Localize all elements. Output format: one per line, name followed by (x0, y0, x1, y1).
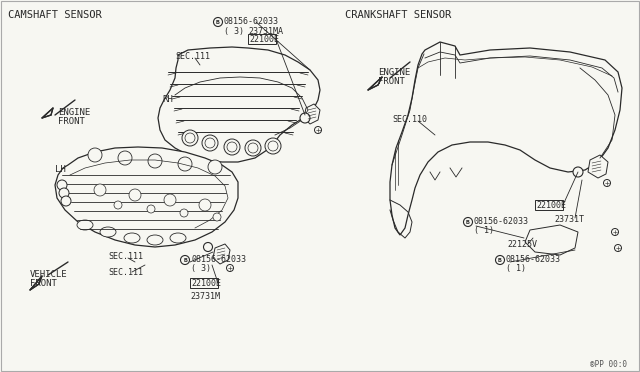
Circle shape (204, 243, 212, 251)
Circle shape (57, 180, 67, 190)
Circle shape (59, 188, 69, 198)
Circle shape (148, 154, 162, 168)
Circle shape (265, 138, 281, 154)
Text: 22125V: 22125V (507, 240, 537, 249)
Text: B: B (466, 220, 470, 225)
Circle shape (248, 143, 258, 153)
Ellipse shape (100, 227, 116, 237)
Circle shape (463, 218, 472, 227)
Circle shape (114, 201, 122, 209)
Circle shape (268, 141, 278, 151)
Circle shape (227, 264, 234, 272)
Text: 23731T: 23731T (554, 215, 584, 224)
Text: 08156-62033: 08156-62033 (191, 255, 246, 264)
Text: LH: LH (55, 165, 66, 174)
Polygon shape (213, 244, 230, 264)
Text: FRONT: FRONT (58, 117, 85, 126)
Text: B: B (183, 258, 187, 263)
Circle shape (180, 209, 188, 217)
Circle shape (61, 196, 71, 206)
Polygon shape (30, 276, 42, 290)
Polygon shape (368, 77, 382, 90)
Circle shape (604, 180, 611, 186)
Text: ( 1): ( 1) (506, 264, 526, 273)
Circle shape (224, 139, 240, 155)
Text: ENGINE: ENGINE (378, 68, 410, 77)
Text: 08156-62033: 08156-62033 (506, 255, 561, 264)
Circle shape (164, 194, 176, 206)
Circle shape (611, 228, 618, 235)
Text: 23731MA: 23731MA (248, 27, 283, 36)
Circle shape (129, 189, 141, 201)
Text: ( 1): ( 1) (474, 226, 494, 235)
Bar (248, 34, 276, 44)
Ellipse shape (124, 233, 140, 243)
Text: 22100E: 22100E (536, 201, 566, 210)
Circle shape (573, 167, 583, 177)
Text: SEC.111: SEC.111 (175, 52, 210, 61)
Bar (190, 278, 218, 288)
Polygon shape (588, 155, 608, 178)
Text: ( 3): ( 3) (191, 264, 211, 273)
Circle shape (118, 151, 132, 165)
Text: ®PP 00:0: ®PP 00:0 (590, 360, 627, 369)
Circle shape (205, 138, 215, 148)
Circle shape (180, 256, 189, 264)
Ellipse shape (77, 220, 93, 230)
Circle shape (214, 17, 223, 26)
Text: RH: RH (162, 95, 173, 104)
Text: 08156-62033: 08156-62033 (474, 217, 529, 226)
Circle shape (185, 133, 195, 143)
Text: 23731M: 23731M (190, 292, 220, 301)
Circle shape (213, 213, 221, 221)
Text: SEC.111: SEC.111 (108, 252, 143, 261)
Text: 08156-62033: 08156-62033 (224, 17, 279, 26)
Text: ENGINE: ENGINE (58, 108, 90, 117)
Circle shape (178, 157, 192, 171)
Ellipse shape (147, 235, 163, 245)
Text: SEC.110: SEC.110 (392, 115, 427, 124)
Text: B: B (216, 20, 220, 25)
Text: VEHICLE: VEHICLE (30, 270, 68, 279)
Circle shape (202, 135, 218, 151)
Circle shape (227, 142, 237, 152)
Text: 22100E: 22100E (191, 279, 221, 288)
Circle shape (94, 184, 106, 196)
Circle shape (147, 205, 155, 213)
Circle shape (199, 199, 211, 211)
Text: FRONT: FRONT (30, 279, 57, 288)
Polygon shape (42, 108, 53, 118)
Text: B: B (498, 258, 502, 263)
Circle shape (300, 113, 310, 123)
Circle shape (208, 160, 222, 174)
Ellipse shape (170, 233, 186, 243)
Circle shape (182, 130, 198, 146)
Text: FRONT: FRONT (378, 77, 405, 86)
Circle shape (495, 256, 504, 264)
Bar (535, 200, 563, 210)
Text: ( 3): ( 3) (224, 27, 244, 36)
Text: CAMSHAFT SENSOR: CAMSHAFT SENSOR (8, 10, 102, 20)
Text: CRANKSHAFT SENSOR: CRANKSHAFT SENSOR (345, 10, 451, 20)
Polygon shape (525, 225, 578, 255)
Circle shape (88, 148, 102, 162)
Circle shape (614, 244, 621, 251)
Polygon shape (304, 104, 320, 124)
Text: SEC.111: SEC.111 (108, 268, 143, 277)
Text: 22100E: 22100E (249, 35, 279, 44)
Circle shape (314, 126, 321, 134)
Polygon shape (55, 147, 238, 247)
Circle shape (245, 140, 261, 156)
Polygon shape (390, 42, 622, 235)
Polygon shape (158, 47, 320, 162)
